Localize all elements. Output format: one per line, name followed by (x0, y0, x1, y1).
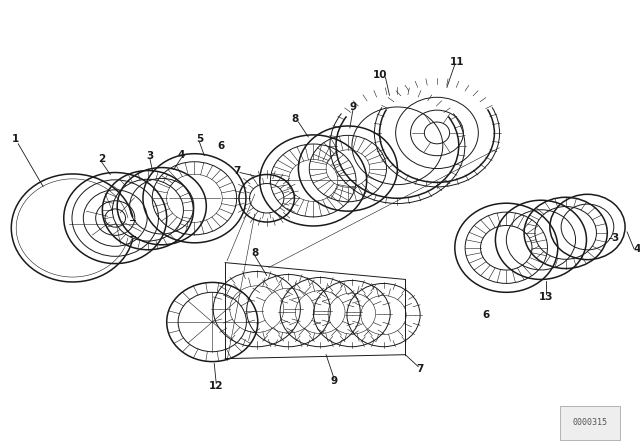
Text: 1: 1 (12, 134, 19, 144)
Text: 9: 9 (349, 102, 356, 112)
Text: 2: 2 (98, 154, 105, 164)
Text: 4: 4 (178, 150, 185, 159)
Text: 8: 8 (252, 248, 259, 258)
Text: 0000315: 0000315 (573, 418, 608, 427)
Text: 10: 10 (372, 69, 387, 79)
Text: 12: 12 (209, 381, 223, 392)
Text: 7: 7 (417, 363, 424, 374)
Text: 7: 7 (234, 166, 241, 176)
Text: 11: 11 (449, 56, 464, 67)
Text: 5: 5 (196, 134, 203, 144)
Text: 3: 3 (147, 151, 154, 161)
Text: 4: 4 (633, 244, 640, 254)
Text: 6: 6 (218, 141, 225, 151)
Text: 6: 6 (483, 310, 490, 320)
Text: 3: 3 (612, 233, 619, 243)
Text: 13: 13 (539, 292, 553, 302)
Text: 9: 9 (330, 376, 337, 387)
Text: 8: 8 (292, 114, 299, 124)
